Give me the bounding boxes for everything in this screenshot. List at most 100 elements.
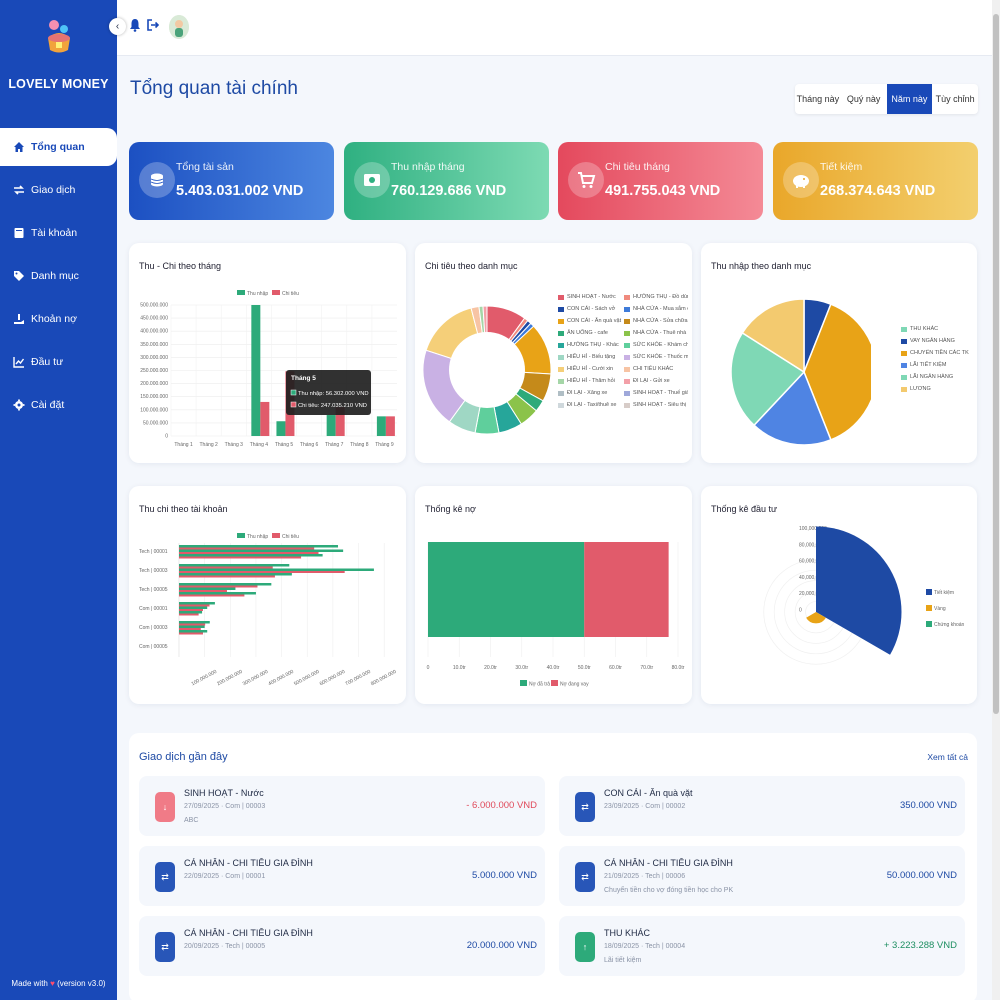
y-tick-label: 450.000.000 — [140, 316, 168, 322]
view-all-link[interactable]: Xem tất cả — [927, 752, 968, 762]
sidebar-item-debts[interactable]: Khoản nợ — [0, 300, 117, 338]
legend-item[interactable]: NHÀ CỬA - Sửa chữa n — [624, 315, 688, 327]
scrollbar-thumb[interactable] — [993, 14, 999, 714]
legend-item[interactable]: SINH HOẠT - Thuế giày — [624, 387, 688, 399]
sidebar-item-label: Cài đặt — [31, 399, 65, 411]
sidebar-item-transactions[interactable]: Giao dịch — [0, 171, 117, 209]
tooltip-expense: Chi tiêu: 247.035.210 VND — [298, 403, 367, 409]
legend-label: SINH HOẠT - Thuế giày — [633, 390, 688, 396]
legend-label: SINH HOẠT - Siêu thị — [633, 402, 687, 408]
y-tick-label: 250.000.000 — [140, 368, 168, 374]
legend-item[interactable]: ĐI LẠI - Taxi/thuê xe — [558, 399, 622, 411]
kpi-value: 491.755.043 VND — [605, 183, 721, 199]
legend-swatch — [926, 589, 932, 595]
legend-item[interactable]: NHÀ CỬA - Mua sắm đ — [624, 303, 688, 315]
collapse-sidebar-button[interactable]: ‹ — [109, 18, 126, 35]
x-tick-label: Tháng 7 — [325, 442, 344, 448]
period-option-month[interactable]: Tháng này — [796, 94, 840, 104]
sidebar-item-label: Tổng quan — [31, 141, 85, 153]
legend-label: THU KHÁC — [910, 326, 939, 332]
logout-icon[interactable] — [147, 18, 159, 32]
x-tick-label: 500.000.000 — [293, 669, 321, 687]
legend-item[interactable]: SINH HOẠT - Nước — [558, 291, 622, 303]
legend-item[interactable]: HIẾU HỈ - Cưới xin — [558, 363, 622, 375]
user-avatar[interactable] — [169, 15, 189, 39]
wallet-icon — [14, 228, 24, 238]
transaction-item[interactable]: ⇄ CON CÁI - Ăn quà vặt 23/09/2025 · Com | … — [559, 776, 965, 836]
bar-expense — [179, 613, 199, 616]
legend-item[interactable]: CHUYỂN TIỀN CÁC TK — [901, 347, 975, 359]
bell-icon[interactable] — [129, 18, 141, 32]
app-logo — [48, 20, 70, 53]
legend-swatch — [901, 386, 907, 392]
legend-item[interactable]: SỨC KHỎE - Khám chữ — [624, 339, 688, 351]
legend-item[interactable]: ĂN UỐNG - cafe — [558, 327, 622, 339]
legend-item[interactable]: SỨC KHỎE - Thuốc me — [624, 351, 688, 363]
legend-item[interactable]: ĐI LẠI - Gửi xe — [624, 375, 688, 387]
legend-swatch — [926, 621, 932, 627]
legend-swatch — [624, 366, 630, 372]
transaction-item[interactable]: ⇄ CÁ NHÂN - CHI TIÊU GIA ĐÌNH 21/09/2025 ·… — [559, 846, 965, 906]
pie-slice — [730, 331, 806, 427]
period-option-custom[interactable]: Tùy chỉnh — [935, 94, 975, 104]
sidebar-item-accounts[interactable]: Tài khoản — [0, 214, 117, 252]
radial-tick-label: 20,000,000 — [799, 591, 824, 597]
y-tick-label: 400.000.000 — [140, 329, 168, 335]
transaction-note: ABC — [184, 817, 199, 824]
kpi-value: 5.403.031.002 VND — [176, 183, 304, 199]
period-option-quarter[interactable]: Quý này — [846, 94, 881, 104]
legend-item[interactable]: LÃI NGÂN HÀNG — [901, 371, 975, 383]
tooltip-income: Thu nhập: 56.302.000 VND — [298, 391, 369, 397]
footer-made-with: Made with — [11, 979, 48, 988]
sidebar-item-investments[interactable]: Đầu tư — [0, 343, 117, 381]
transaction-meta: 27/09/2025 · Com | 00003 — [184, 803, 266, 810]
legend-swatch — [558, 354, 564, 360]
bar-expense — [179, 632, 203, 635]
transaction-item[interactable]: ⇄ CÁ NHÂN - CHI TIÊU GIA ĐÌNH 20/09/2025 ·… — [139, 916, 545, 976]
transaction-category: CÁ NHÂN - CHI TIÊU GIA ĐÌNH — [184, 858, 313, 868]
transaction-item[interactable]: ↑ THU KHÁC 18/09/2025 · Tech | 00004 Lãi ti… — [559, 916, 965, 976]
y-tick-label: 200.000.000 — [140, 381, 168, 387]
bar-expense — [179, 594, 245, 597]
legend-label: Chi tiêu — [282, 534, 299, 540]
bar-owed — [584, 542, 669, 637]
legend-item[interactable]: THU KHÁC — [901, 323, 975, 335]
legend-label: NHÀ CỬA - Sửa chữa n — [633, 318, 688, 324]
legend-item[interactable]: LƯƠNG — [901, 383, 975, 395]
x-tick-label: Tháng 1 — [174, 442, 193, 448]
legend-swatch — [624, 306, 630, 312]
legend-label: ĐI LẠI - Taxi/thuê xe — [567, 402, 617, 408]
bar-expense — [179, 575, 275, 578]
kpi-savings: Tiết kiệm 268.374.643 VND — [773, 142, 978, 220]
legend-item[interactable]: SINH HOẠT - Siêu thị — [624, 399, 688, 411]
legend-swatch — [558, 306, 564, 312]
transaction-item[interactable]: ⇄ CÁ NHÂN - CHI TIÊU GIA ĐÌNH 22/09/2025 ·… — [139, 846, 545, 906]
legend-item[interactable]: LÃI TIẾT KIỆM — [901, 359, 975, 371]
sidebar-item-settings[interactable]: Cài đặt — [0, 386, 117, 424]
bar-income — [276, 421, 286, 436]
legend-item[interactable]: HƯỞNG THỤ - Đồ dùng — [624, 291, 688, 303]
sidebar-item-overview[interactable]: Tổng quan — [0, 128, 117, 166]
y-tick-label: Com | 00001 — [139, 606, 168, 612]
legend-item[interactable]: HƯỞNG THỤ - Khác — [558, 339, 622, 351]
kpi-monthly-expense: Chi tiêu tháng 491.755.043 VND — [558, 142, 763, 220]
legend-item[interactable]: HIẾU HỈ - Biếu tặng — [558, 351, 622, 363]
legend-swatch — [624, 330, 630, 336]
transaction-meta: 21/09/2025 · Tech | 00006 — [604, 873, 686, 880]
sidebar-item-categories[interactable]: Danh mục — [0, 257, 117, 295]
scrollbar[interactable] — [992, 0, 1000, 1000]
legend-label: Chi tiêu — [282, 291, 299, 297]
period-option-year[interactable]: Năm này — [886, 84, 933, 114]
legend-item[interactable]: NHÀ CỬA - Thuê nhà — [624, 327, 688, 339]
legend-item[interactable]: ĐI LẠI - Xăng xe — [558, 387, 622, 399]
legend-item[interactable]: HIẾU HỈ - Thăm hỏi — [558, 375, 622, 387]
legend-item[interactable]: VAY NGÂN HÀNG — [901, 335, 975, 347]
legend-label: Thu nhập — [247, 291, 268, 297]
transaction-item[interactable]: ↓ SINH HOẠT - Nước 27/09/2025 · Com | 0000… — [139, 776, 545, 836]
legend-swatch — [558, 366, 564, 372]
legend-item[interactable]: CHI TIÊU KHÁC — [624, 363, 688, 375]
legend-label: Nợ đã trả — [529, 682, 550, 688]
legend-item[interactable]: CON CÁI - Ăn quà vặt — [558, 315, 622, 327]
bar-income — [251, 305, 261, 436]
legend-item[interactable]: CON CÁI - Sách vở — [558, 303, 622, 315]
